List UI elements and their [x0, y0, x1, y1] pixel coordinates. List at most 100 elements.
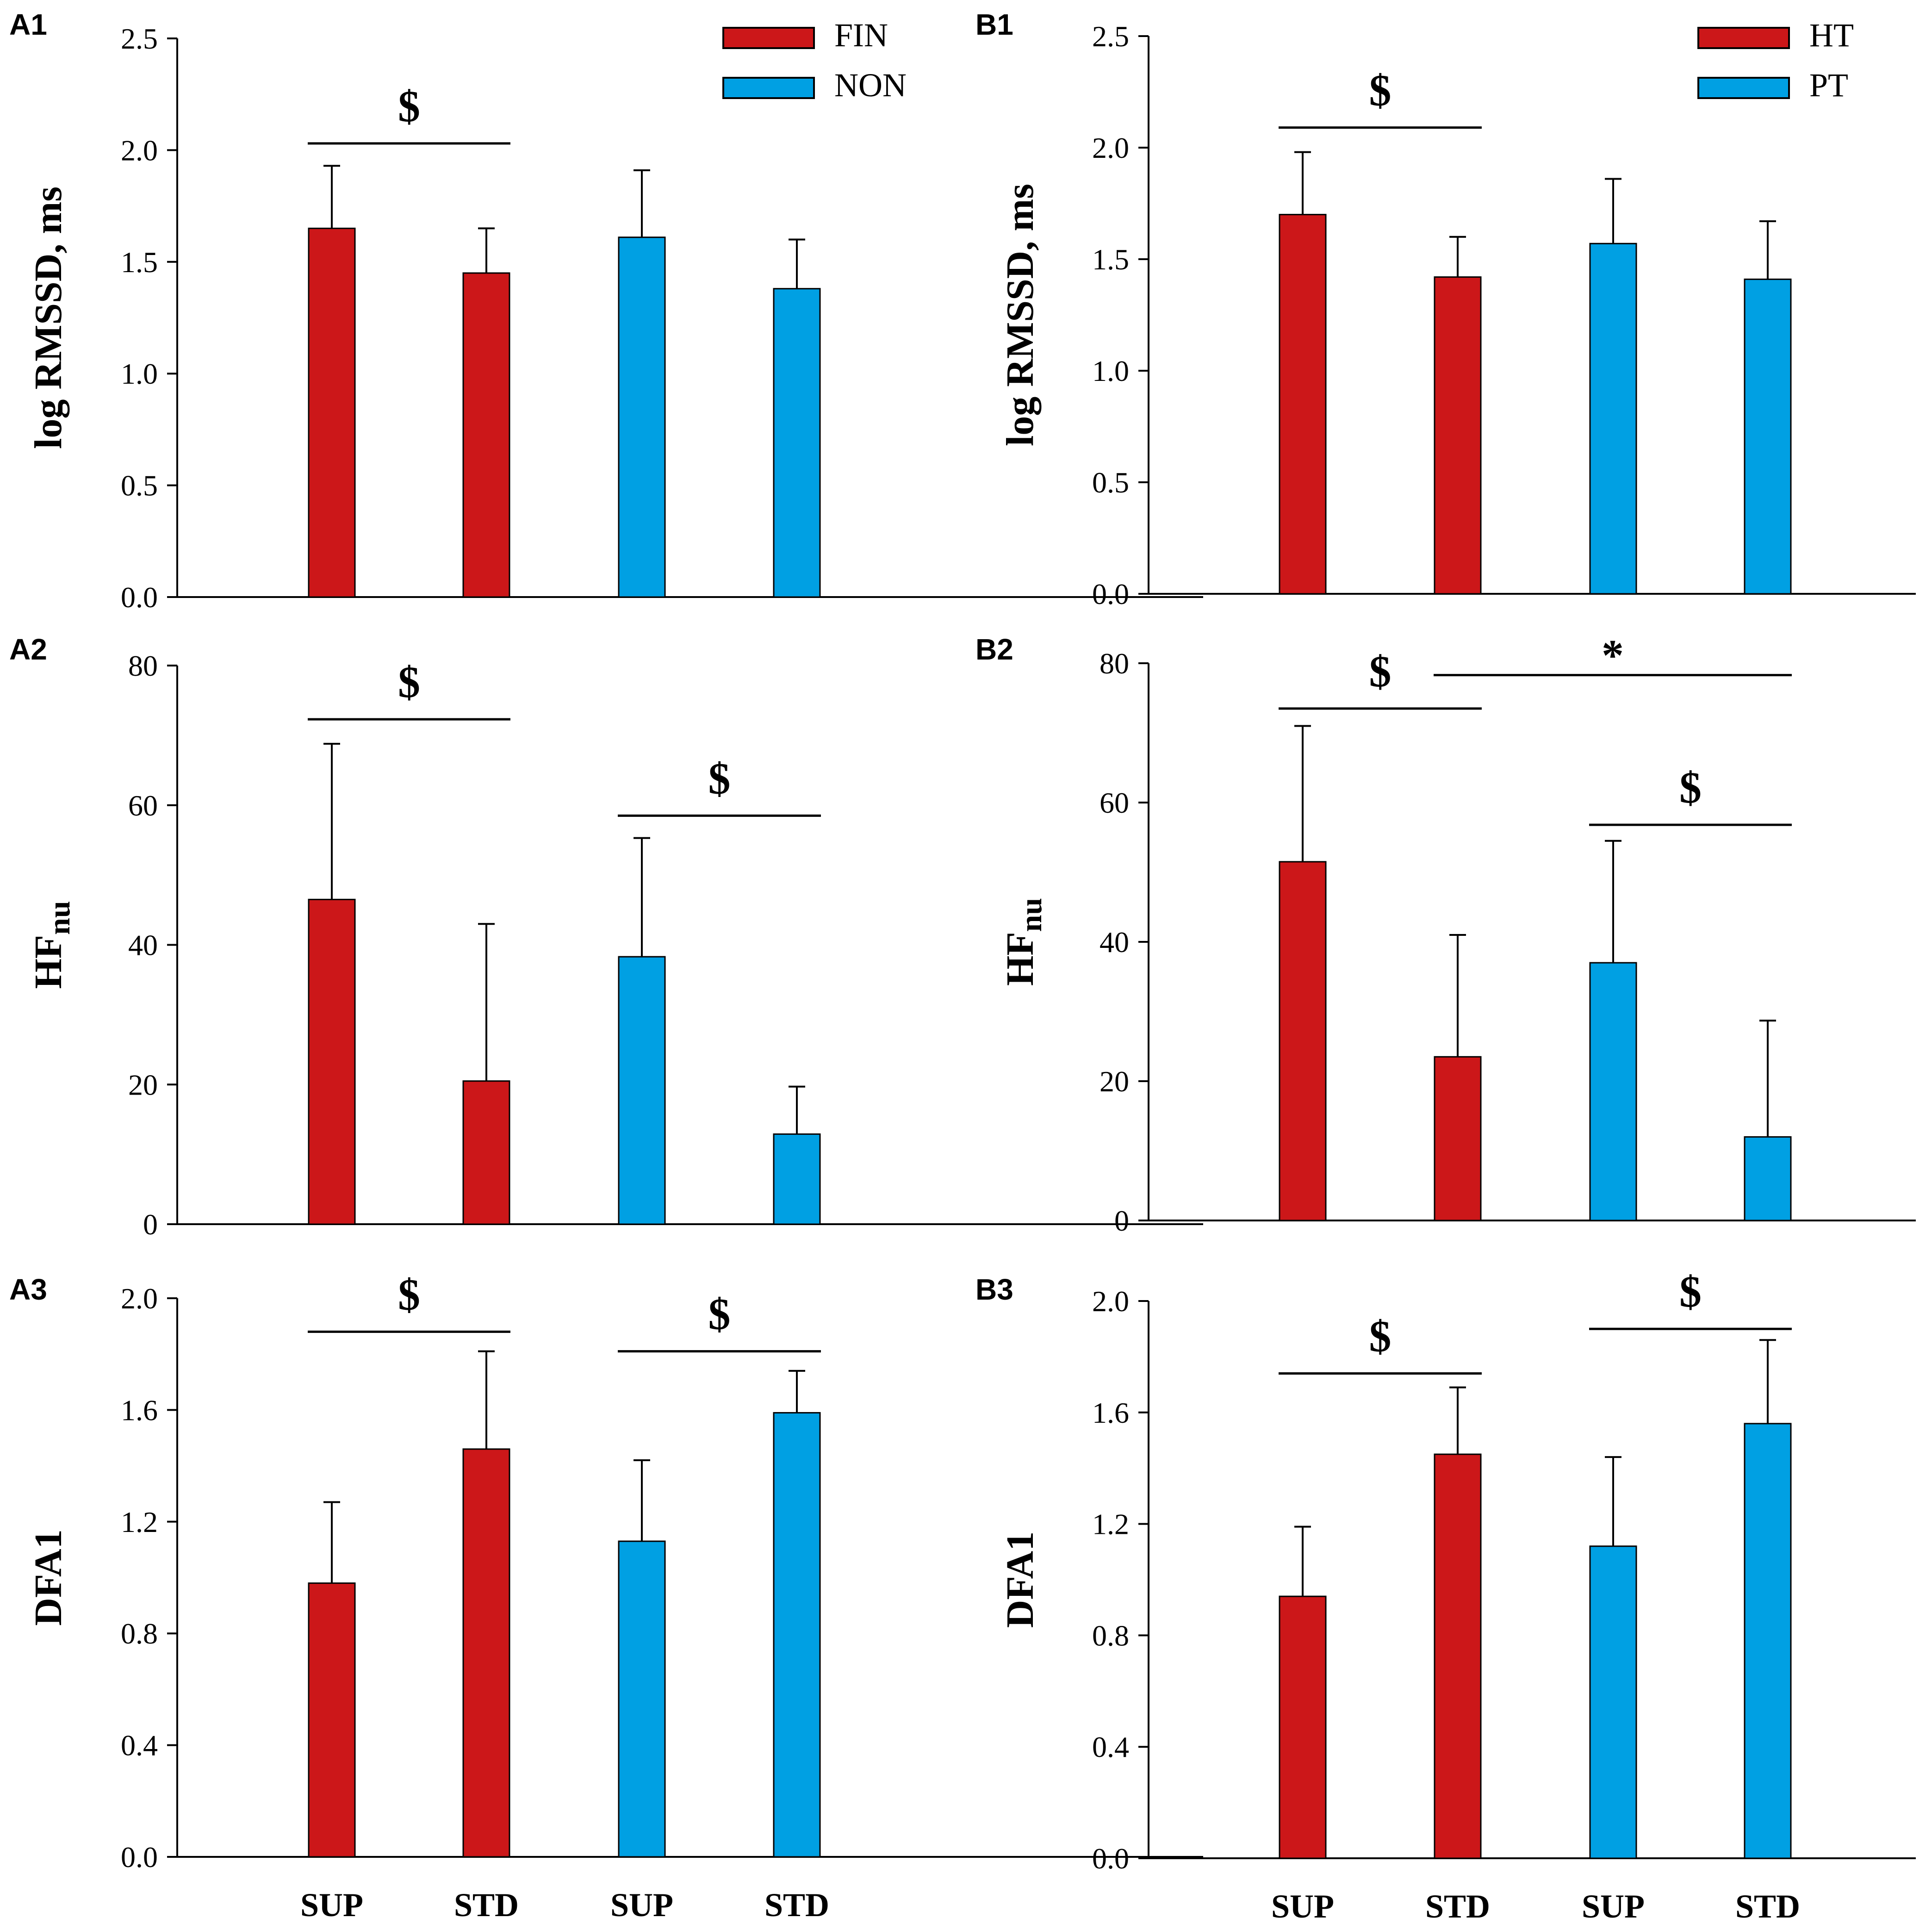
y-axis-title: log RMSSD, ms [999, 184, 1042, 446]
significance-marker: $ [398, 657, 420, 707]
bar [1434, 1453, 1482, 1859]
bar [618, 237, 666, 598]
y-axis-title: HFnu [999, 898, 1048, 986]
y-tick-label: 1.0 [1092, 355, 1129, 387]
panel-label: A2 [9, 633, 47, 666]
y-tick-label: 0.0 [1092, 578, 1129, 610]
y-axis-title-main: log RMSSD, ms [999, 184, 1042, 446]
legend-label: HT [1809, 17, 1854, 54]
y-tick-label: 60 [1100, 786, 1129, 819]
bar [1279, 1595, 1327, 1859]
y-tick-label: 0 [143, 1208, 158, 1241]
bar [462, 272, 510, 598]
panel-a1: A1 0.0 0.5 1.0 1.5 2.0 2.5 log RMSSD, ms $ FIN NON [9, 8, 1203, 614]
panel-label: B2 [975, 633, 1013, 666]
y-axis-title-main: log RMSSD, ms [27, 187, 70, 449]
category-label: STD [764, 1886, 829, 1924]
legend-label: PT [1809, 67, 1848, 104]
y-tick-label: 1.2 [121, 1506, 158, 1538]
category-label: SUP [610, 1886, 673, 1924]
panel-label: A1 [9, 8, 47, 41]
y-tick-label: 2.0 [1092, 131, 1129, 164]
panel-label: B1 [975, 8, 1013, 41]
y-axis-title-main: DFA1 [999, 1532, 1042, 1628]
bar [1744, 1423, 1792, 1859]
legend-label: FIN [834, 17, 888, 54]
y-tick-label: 1.2 [1092, 1508, 1129, 1541]
y-tick-label: 0.5 [1092, 466, 1129, 499]
bar [308, 227, 356, 598]
y-tick-label: 0.0 [121, 1841, 158, 1874]
category-label: SUP [300, 1886, 363, 1924]
bar [1434, 276, 1482, 595]
y-tick-label: 0.8 [121, 1617, 158, 1650]
panel-b1: B1 0.0 0.5 1.0 1.5 2.0 2.5 log RMSSD, ms $ HT PT [975, 8, 1916, 610]
significance-marker: $ [708, 753, 731, 803]
bar [618, 956, 666, 1225]
panel-a3: A3 0.0 0.4 0.8 1.2 1.6 2.0 DFA1 SUP STD SUP STD $ $ [9, 1270, 1203, 1924]
bar [1589, 1545, 1637, 1859]
y-tick-label: 2.5 [1092, 20, 1129, 53]
significance-marker: $ [1369, 66, 1392, 115]
panel-label: B3 [975, 1273, 1013, 1306]
category-label: SUP [1582, 1888, 1645, 1925]
y-tick-label: 20 [128, 1068, 158, 1101]
bar [1434, 1056, 1482, 1221]
significance-marker: $ [1679, 763, 1702, 812]
y-tick-label: 0.0 [1092, 1842, 1129, 1875]
y-tick-label: 1.6 [1092, 1396, 1129, 1429]
bar [773, 288, 821, 598]
y-tick-label: 2.0 [121, 1282, 158, 1315]
legend-swatch [722, 77, 815, 99]
bar [462, 1448, 510, 1858]
y-axis-title: HFnu [27, 901, 76, 989]
bar [1744, 278, 1792, 595]
y-tick-label: 2.5 [121, 22, 158, 55]
y-axis-title: DFA1 [27, 1529, 70, 1625]
bar [773, 1412, 821, 1858]
y-tick-label: 0.4 [1092, 1731, 1129, 1763]
y-axis-title-main: HF [27, 935, 70, 989]
significance-marker: $ [1369, 647, 1392, 696]
panel-b2: B2 0 20 40 60 80 HFnu $ * $ [975, 631, 1916, 1237]
category-label: STD [1735, 1888, 1800, 1925]
significance-marker: $ [1369, 1312, 1392, 1361]
y-tick-label: 20 [1100, 1065, 1129, 1098]
y-tick-label: 40 [128, 929, 158, 962]
y-tick-label: 80 [128, 649, 158, 682]
y-tick-label: 1.0 [121, 357, 158, 390]
y-axis-title-main: DFA1 [27, 1529, 70, 1625]
y-tick-label: 60 [128, 789, 158, 822]
y-tick-label: 1.6 [121, 1394, 158, 1426]
y-tick-label: 2.0 [1092, 1285, 1129, 1318]
bar [308, 898, 356, 1225]
bar [1744, 1136, 1792, 1221]
panel-b3: B3 0.0 0.4 0.8 1.2 1.6 2.0 DFA1 SUP STD SUP STD $ $ [975, 1267, 1916, 1925]
legend-label: NON [834, 67, 907, 104]
y-axis-title-subscript: nu [1014, 898, 1048, 932]
y-tick-label: 1.5 [1092, 243, 1129, 276]
legend-swatch [1697, 77, 1790, 99]
bar [308, 1582, 356, 1858]
y-tick-label: 0 [1114, 1204, 1129, 1237]
bar [1279, 214, 1327, 595]
y-tick-label: 0.8 [1092, 1619, 1129, 1652]
legend-swatch [1697, 27, 1790, 49]
significance-marker: $ [708, 1289, 731, 1339]
y-axis-title-subscript: nu [43, 901, 76, 934]
y-tick-label: 0.0 [121, 581, 158, 614]
y-axis-title: log RMSSD, ms [27, 187, 70, 449]
bar [462, 1080, 510, 1225]
bar [773, 1133, 821, 1225]
y-tick-label: 80 [1100, 647, 1129, 680]
y-tick-label: 2.0 [121, 134, 158, 167]
bar [1279, 861, 1327, 1221]
significance-marker: $ [398, 81, 420, 131]
panel-label: A3 [9, 1273, 47, 1306]
legend-swatch [722, 27, 815, 49]
y-tick-label: 0.5 [121, 469, 158, 502]
bar [1589, 243, 1637, 595]
category-label: SUP [1271, 1888, 1334, 1925]
